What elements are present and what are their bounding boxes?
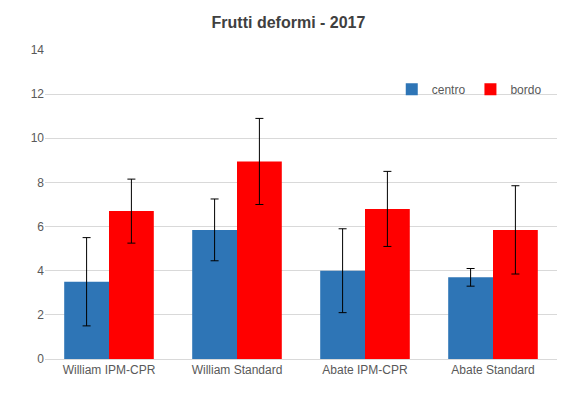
svg-text:Abate IPM-CPR: Abate IPM-CPR (322, 363, 408, 377)
svg-text:2: 2 (37, 308, 44, 322)
svg-text:4: 4 (37, 264, 44, 278)
svg-text:12: 12 (31, 87, 45, 101)
svg-text:centro: centro (432, 83, 466, 97)
svg-text:14: 14 (31, 43, 45, 57)
svg-text:William IPM-CPR: William IPM-CPR (63, 363, 156, 377)
svg-text:6: 6 (37, 220, 44, 234)
svg-text:10: 10 (31, 131, 45, 145)
svg-text:William Standard: William Standard (192, 363, 283, 377)
svg-text:0: 0 (37, 352, 44, 366)
svg-text:Abate Standard: Abate Standard (451, 363, 534, 377)
svg-text:bordo: bordo (510, 83, 541, 97)
svg-text:8: 8 (37, 176, 44, 190)
svg-text:Frutti deformi - 2017: Frutti deformi - 2017 (212, 14, 366, 31)
